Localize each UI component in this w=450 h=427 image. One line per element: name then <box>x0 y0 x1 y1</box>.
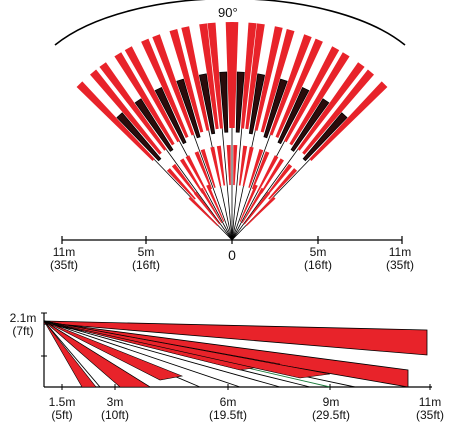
beam-ray <box>165 149 233 241</box>
side-beam-ray <box>43 320 101 388</box>
far-beam <box>141 38 189 138</box>
close-beam <box>188 196 219 227</box>
near-beam <box>242 146 254 187</box>
far-beam <box>124 46 180 143</box>
mount-height-label: 2.1m (7ft) <box>9 311 37 338</box>
top-scale-label: 11m (35ft) <box>385 245 414 272</box>
side-view-coverage <box>41 312 432 390</box>
close-beam <box>239 184 258 222</box>
beam-ray <box>231 128 243 241</box>
mid-beam-dark <box>176 78 201 139</box>
near-beam <box>171 163 199 198</box>
close-beam <box>206 184 225 222</box>
side-beam-mid <box>43 320 184 381</box>
top-view-beam-fan <box>76 22 388 241</box>
far-beam <box>99 62 167 151</box>
far-beam <box>114 52 175 146</box>
far-beam <box>169 29 204 133</box>
side-scale-label: 9m (29.5ft) <box>311 395 350 422</box>
top-scale-label: 0 <box>228 247 236 263</box>
near-beam <box>233 145 238 186</box>
side-beam-ray <box>43 320 241 388</box>
side-scale-label: 1.5m (5ft) <box>48 395 76 422</box>
side-beam-near <box>43 320 152 388</box>
beam-ray <box>193 134 233 241</box>
mid-beam-dark <box>134 98 174 152</box>
side-scale-label: 6m (19.5ft) <box>208 395 247 422</box>
side-beam-mid <box>43 320 331 379</box>
near-beam <box>166 168 196 200</box>
far-beam <box>260 29 295 133</box>
near-beam <box>257 155 279 192</box>
far-beam <box>152 34 195 136</box>
near-beam <box>226 145 231 186</box>
near-beam <box>216 145 226 186</box>
far-beam <box>207 22 223 129</box>
side-scale-label: 11m (35ft) <box>415 395 444 422</box>
near-beam <box>248 149 264 188</box>
far-beam <box>289 52 350 146</box>
near-beam <box>268 168 298 200</box>
top-scale-label: 5m (16ft) <box>303 245 332 272</box>
far-beam <box>275 38 323 138</box>
close-beam <box>245 196 276 227</box>
far-beam <box>90 69 162 155</box>
coverage-arc <box>54 0 406 46</box>
far-beam <box>269 34 312 136</box>
mid-beam-dark <box>277 86 310 145</box>
far-beam <box>297 62 365 151</box>
far-beam <box>76 81 155 161</box>
mid-beam-dark <box>290 98 330 152</box>
mid-beam-dark <box>116 112 162 162</box>
near-beam <box>265 163 293 198</box>
side-beam-near <box>43 320 97 388</box>
mid-beam-dark <box>235 71 245 133</box>
beam-ray <box>231 134 271 241</box>
near-beam <box>238 145 248 186</box>
mid-beam-dark <box>263 78 288 139</box>
close-beam <box>241 187 265 224</box>
close-beam <box>193 191 221 225</box>
far-beam <box>230 22 239 128</box>
far-beam <box>245 23 265 130</box>
mid-beam-dark <box>302 112 348 162</box>
near-beam <box>200 149 216 188</box>
beam-ray <box>221 128 233 241</box>
side-beam-ray <box>43 320 281 388</box>
near-beam <box>210 146 222 187</box>
top-view-scale <box>61 236 403 244</box>
far-beam <box>254 26 283 131</box>
close-beam <box>199 187 223 224</box>
mid-beam-dark <box>154 86 187 145</box>
top-scale-label: 5m (16ft) <box>131 245 160 272</box>
far-beam <box>284 46 340 143</box>
close-beam <box>243 191 271 225</box>
near-beam <box>185 155 207 192</box>
side-scale-label: 3m (10ft) <box>100 395 129 422</box>
far-beam <box>309 81 388 161</box>
top-scale-label: 11m (35ft) <box>49 245 78 272</box>
far-beam <box>241 22 257 129</box>
beam-ray <box>231 149 299 241</box>
mid-beam-dark <box>219 71 229 133</box>
mid-beam-dark <box>248 73 266 135</box>
far-beam <box>181 26 210 131</box>
mid-beam-dark <box>198 73 216 135</box>
near-beam <box>194 151 213 190</box>
near-beam <box>260 158 284 194</box>
far-beam <box>199 23 219 130</box>
near-beam <box>251 151 270 190</box>
near-beam <box>180 158 204 194</box>
far-beam <box>302 69 374 155</box>
coverage-angle-label: 90° <box>218 5 238 20</box>
